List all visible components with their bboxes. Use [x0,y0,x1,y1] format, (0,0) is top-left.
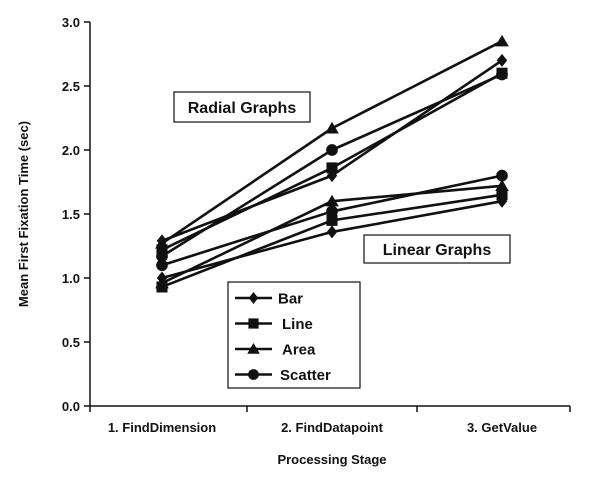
y-ticks: 0.0 0.5 1.0 1.5 2.0 2.5 3.0 [62,15,90,414]
group-linear-graphs [155,169,509,293]
legend-item-scatter: Scatter [235,367,331,384]
series-layer [155,34,509,293]
data-point-triangle [325,194,339,207]
data-point-square [156,244,168,256]
legend-label: Line [282,316,313,333]
x-tick-label: 1. FindDimension [108,420,216,435]
x-ticks: 1. FindDimension 2. FindDatapoint 3. GetVa… [89,406,571,435]
legend-label: Bar [278,291,303,308]
data-point-circle [496,169,508,182]
legend-label: Area [282,342,316,359]
group-radial-graphs [155,34,509,263]
annotation-linear-graphs: Linear Graphs [363,234,511,264]
legend-item-area: Area [235,342,316,359]
y-axis-title: Mean First Fixation Time (sec) [16,121,31,307]
data-point-square [496,189,508,201]
legend-marker-circle [248,369,259,380]
data-point-circle [326,144,338,156]
data-point-circle [156,259,168,272]
data-point-triangle [155,236,169,249]
data-point-diamond [496,53,508,67]
series-linear-graphs-area [155,179,509,289]
data-point-triangle [495,34,509,47]
legend-item-line: Line [235,316,313,333]
annotation-linear-label: Linear Graphs [383,242,492,259]
data-point-triangle [155,276,169,289]
y-tick-label: 2.0 [62,143,80,158]
data-point-triangle [325,121,339,134]
series-radial-graphs-area [155,34,509,249]
x-tick-label: 2. FindDatapoint [281,420,384,435]
data-point-circle [156,250,168,263]
y-tick-label: 2.5 [62,79,80,94]
x-axis-title: Processing Stage [277,452,386,467]
x-tick-label: 3. GetValue [467,420,537,435]
legend-label: Scatter [280,367,331,384]
legend-item-bar: Bar [235,291,303,308]
y-tick-label: 3.0 [62,15,80,30]
series-radial-graphs-scatter [156,68,508,263]
data-point-diamond [326,225,338,239]
legend: Bar Line Area Scatter [227,281,361,389]
y-tick-label: 1.0 [62,271,80,286]
data-point-square [326,214,338,226]
data-point-square [326,162,338,174]
y-tick-label: 1.5 [62,207,80,222]
legend-marker-triangle [247,343,260,354]
y-tick-label: 0.0 [62,399,80,414]
legend-marker-square [248,318,259,329]
data-point-circle [326,205,338,218]
y-tick-label: 0.5 [62,335,80,350]
annotation-radial-graphs: Radial Graphs [173,91,311,123]
series-linear-graphs-scatter [156,169,508,272]
data-point-triangle [495,179,509,192]
annotation-radial-label: Radial Graphs [188,100,297,117]
data-point-circle [496,68,508,81]
legend-marker-diamond [248,292,259,304]
